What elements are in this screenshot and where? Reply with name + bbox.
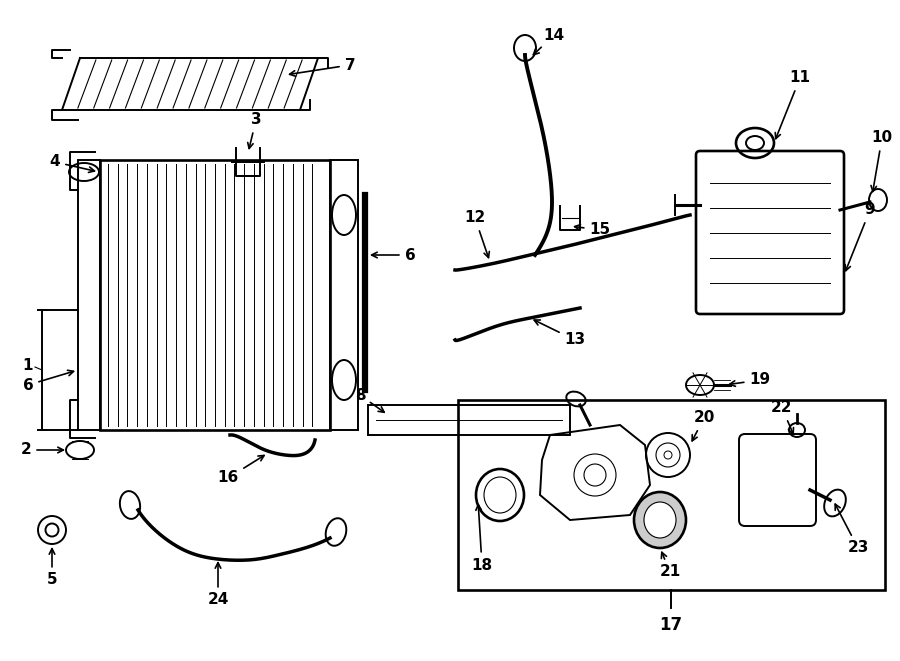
- Text: 4: 4: [50, 155, 94, 173]
- Ellipse shape: [644, 502, 676, 538]
- Text: 18: 18: [472, 504, 492, 572]
- Text: 13: 13: [535, 320, 586, 348]
- Text: 19: 19: [730, 373, 770, 387]
- Bar: [458, 400, 885, 590]
- Text: 12: 12: [464, 210, 490, 258]
- Text: 16: 16: [218, 455, 264, 485]
- Text: 6: 6: [22, 370, 74, 393]
- Text: 1: 1: [22, 358, 33, 373]
- Text: 17: 17: [660, 616, 682, 634]
- Bar: [330, 160, 358, 430]
- Text: 7: 7: [290, 58, 356, 76]
- Text: 24: 24: [207, 563, 229, 607]
- Bar: [78, 160, 100, 430]
- Text: 8: 8: [355, 387, 384, 412]
- Text: 6: 6: [372, 247, 416, 262]
- Text: 23: 23: [835, 504, 868, 555]
- Text: 14: 14: [534, 28, 564, 55]
- Text: 5: 5: [47, 549, 58, 588]
- Text: 3: 3: [248, 112, 261, 149]
- Text: 15: 15: [574, 223, 610, 237]
- Ellipse shape: [634, 492, 686, 548]
- Text: 9: 9: [845, 202, 876, 271]
- Text: 20: 20: [692, 410, 715, 441]
- Text: 10: 10: [871, 130, 893, 192]
- Bar: [100, 160, 330, 430]
- Text: 22: 22: [771, 401, 794, 434]
- Text: 2: 2: [21, 442, 63, 457]
- Text: 11: 11: [775, 71, 811, 139]
- Bar: [368, 405, 570, 435]
- Text: 21: 21: [660, 553, 680, 580]
